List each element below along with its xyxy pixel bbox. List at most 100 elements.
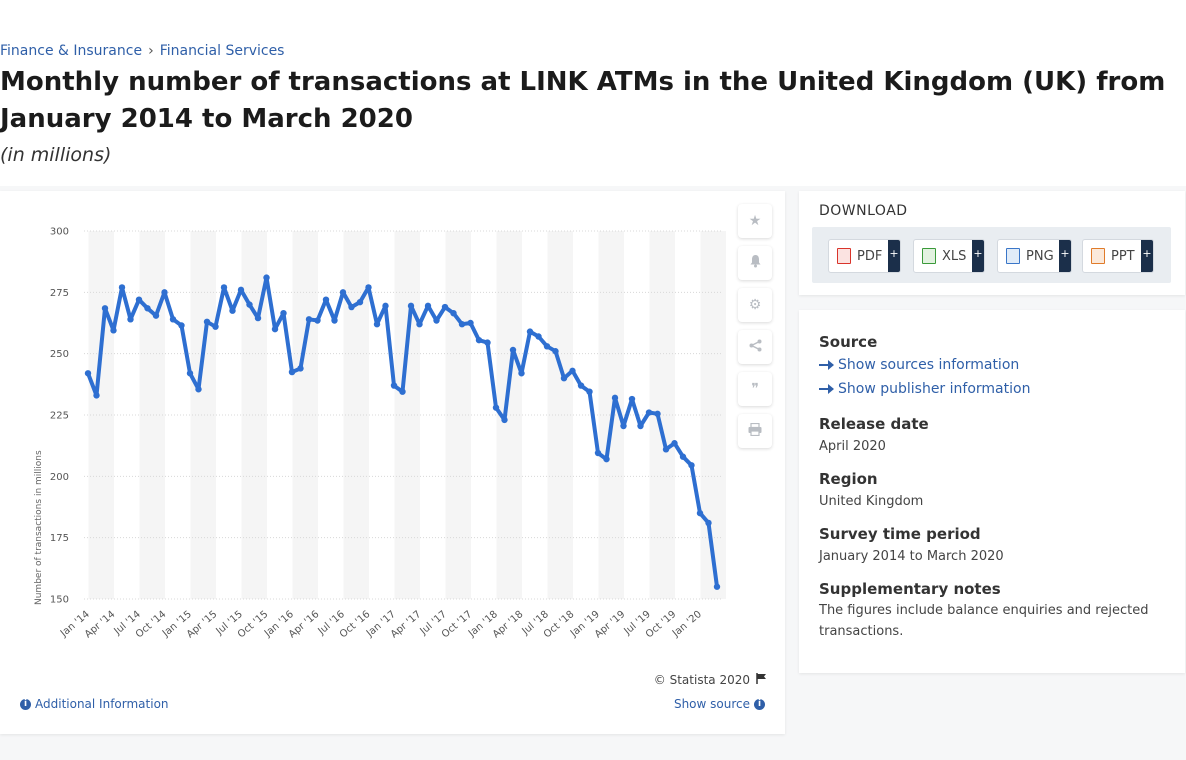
data-point[interactable] [450, 309, 457, 317]
data-point[interactable] [586, 388, 593, 395]
data-point[interactable] [509, 346, 517, 354]
data-point[interactable] [484, 339, 491, 346]
download-xls-plus[interactable]: + [972, 240, 984, 272]
data-point[interactable] [713, 583, 721, 590]
data-point[interactable] [492, 404, 500, 411]
data-point[interactable] [654, 410, 661, 417]
data-point[interactable] [662, 446, 670, 453]
data-point[interactable] [135, 296, 143, 303]
data-point[interactable] [526, 328, 534, 335]
data-point[interactable] [152, 312, 160, 319]
data-point[interactable] [365, 284, 372, 291]
data-point[interactable] [314, 317, 321, 324]
data-point[interactable] [186, 370, 194, 377]
data-point[interactable] [637, 422, 644, 430]
data-point[interactable] [84, 370, 92, 377]
data-point[interactable] [407, 302, 415, 310]
data-point[interactable] [543, 343, 551, 350]
data-point[interactable] [297, 365, 304, 372]
download-ppt-button[interactable]: PPT + [1082, 239, 1154, 273]
data-point[interactable] [603, 455, 610, 463]
data-point[interactable] [246, 301, 253, 308]
data-point[interactable] [475, 336, 483, 344]
data-point[interactable] [203, 318, 211, 325]
breadcrumb-item-finance[interactable]: Finance & Insurance [0, 43, 143, 59]
data-point[interactable] [118, 284, 126, 291]
cite-button[interactable]: ❞ [738, 372, 772, 406]
data-point[interactable] [220, 284, 228, 291]
data-point[interactable] [501, 416, 508, 424]
data-point[interactable] [348, 303, 355, 311]
show-publisher-link[interactable]: Show publisher information [819, 381, 1030, 397]
data-point[interactable] [424, 302, 432, 310]
download-xls-button[interactable]: XLS + [913, 239, 985, 273]
data-point[interactable] [552, 348, 559, 355]
data-point[interactable] [611, 394, 619, 402]
gear-icon: ⚙ [748, 297, 762, 313]
download-png-button[interactable]: PNG + [997, 239, 1072, 273]
data-point[interactable] [110, 327, 117, 334]
data-point[interactable] [169, 316, 177, 323]
share-button[interactable] [738, 330, 772, 364]
data-point[interactable] [288, 368, 296, 376]
data-point[interactable] [416, 321, 423, 328]
data-point[interactable] [535, 333, 542, 340]
breadcrumb-item-financial-services[interactable]: Financial Services [159, 43, 285, 59]
data-point[interactable] [696, 509, 704, 517]
data-point[interactable] [229, 307, 236, 314]
page-title: Monthly number of transactions at LINK A… [0, 67, 1166, 134]
data-point[interactable] [280, 309, 287, 317]
data-point[interactable] [127, 316, 134, 323]
data-point[interactable] [339, 289, 347, 296]
data-point[interactable] [518, 370, 525, 377]
data-point[interactable] [178, 322, 185, 329]
download-card: DOWNLOAD PDF + XLS + PNG + PPT + [799, 191, 1185, 295]
data-point[interactable] [628, 395, 636, 403]
data-point[interactable] [671, 440, 678, 447]
data-point[interactable] [322, 296, 330, 303]
data-point[interactable] [705, 519, 712, 527]
data-point[interactable] [594, 449, 602, 457]
data-point[interactable] [93, 392, 100, 399]
download-png-plus[interactable]: + [1059, 240, 1071, 272]
show-publisher-label: Show publisher information [838, 381, 1031, 397]
flag-icon[interactable] [756, 673, 767, 687]
data-point[interactable] [458, 321, 466, 328]
settings-button[interactable]: ⚙ [738, 288, 772, 322]
data-point[interactable] [161, 289, 168, 296]
print-button[interactable] [738, 414, 772, 448]
data-point[interactable] [382, 302, 389, 310]
data-point[interactable] [645, 409, 653, 416]
show-sources-link[interactable]: Show sources information [819, 357, 1019, 373]
data-point[interactable] [577, 382, 585, 389]
data-point[interactable] [237, 286, 245, 294]
download-pdf-plus[interactable]: + [888, 240, 900, 272]
data-point[interactable] [441, 303, 449, 311]
data-point[interactable] [569, 367, 576, 375]
data-point[interactable] [560, 375, 568, 382]
data-point[interactable] [373, 321, 381, 328]
additional-info-link[interactable]: i Additional Information [20, 697, 169, 711]
data-point[interactable] [467, 319, 474, 327]
data-point[interactable] [305, 316, 313, 323]
show-source-link[interactable]: Show source i [674, 697, 765, 711]
favorite-button[interactable]: ★ [738, 204, 772, 238]
data-point[interactable] [433, 317, 440, 324]
data-point[interactable] [254, 314, 262, 322]
data-point[interactable] [195, 386, 202, 393]
data-point[interactable] [390, 382, 398, 389]
data-point[interactable] [399, 388, 406, 395]
data-point[interactable] [263, 274, 270, 281]
data-point[interactable] [688, 462, 695, 469]
data-point[interactable] [356, 298, 364, 306]
data-point[interactable] [101, 305, 109, 312]
data-point[interactable] [679, 453, 687, 460]
notification-button[interactable] [738, 246, 772, 280]
data-point[interactable] [271, 325, 279, 333]
download-pdf-button[interactable]: PDF + [828, 239, 901, 273]
download-ppt-plus[interactable]: + [1141, 240, 1153, 272]
data-point[interactable] [620, 422, 627, 430]
data-point[interactable] [212, 323, 219, 330]
data-point[interactable] [144, 305, 151, 312]
data-point[interactable] [331, 317, 338, 324]
